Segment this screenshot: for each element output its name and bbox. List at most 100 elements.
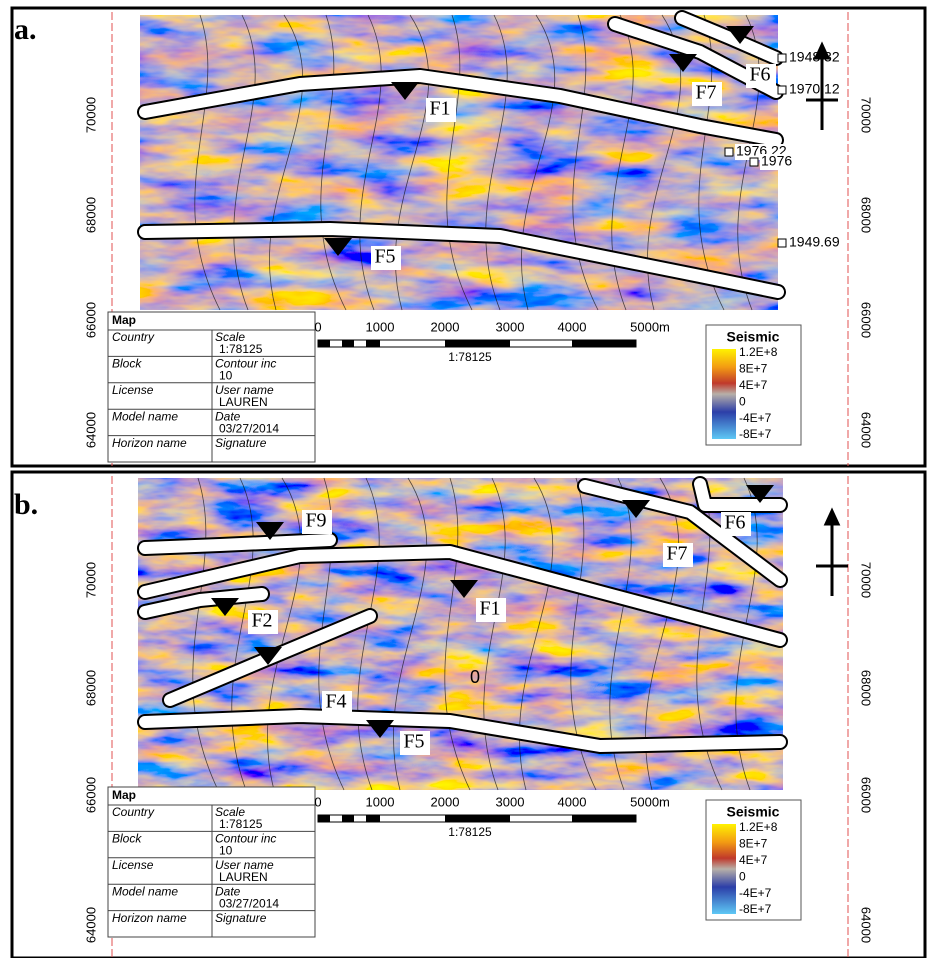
map-table-header: Map xyxy=(112,313,136,327)
table-key: License xyxy=(112,383,154,397)
fault-label: F5 xyxy=(374,246,395,268)
y-axis-label: 64000 xyxy=(83,907,98,943)
table-key: Block xyxy=(112,357,142,371)
scale-bar-segment xyxy=(366,815,380,822)
color-bar xyxy=(712,349,736,439)
scale-bar-segment xyxy=(342,340,354,347)
panel-label: b. xyxy=(14,488,38,521)
well-marker xyxy=(778,239,786,247)
figure: F1F5F6F71948.321970.121976.2219761949.69… xyxy=(0,0,927,958)
scale-label: 3000 xyxy=(496,794,525,809)
panel-label: a. xyxy=(14,13,37,46)
y-axis-label: 66000 xyxy=(83,302,98,338)
legend-tick: -8E+7 xyxy=(739,902,772,916)
y-axis-label: 64000 xyxy=(83,412,98,448)
fault-label: F6 xyxy=(749,64,770,86)
scale-bar-segment xyxy=(318,815,330,822)
scale-label: 5000m xyxy=(630,794,670,809)
well-marker xyxy=(725,148,733,156)
y-axis-label: 64000 xyxy=(859,412,874,448)
legend-title: Seismic xyxy=(727,329,780,345)
scale-label: 0 xyxy=(314,319,321,334)
scale-bar-segment xyxy=(572,815,636,822)
well-label: 1949.69 xyxy=(789,234,840,250)
legend-tick: 8E+7 xyxy=(739,362,768,376)
table-value: 03/27/2014 xyxy=(219,421,279,435)
legend-tick: -4E+7 xyxy=(739,886,772,900)
scale-label: 4000 xyxy=(558,794,587,809)
scale-ratio: 1:78125 xyxy=(448,825,492,839)
table-key: Country xyxy=(112,330,155,344)
y-axis-label: 70000 xyxy=(83,97,98,133)
table-field: Signature xyxy=(215,436,267,450)
scale-label: 1000 xyxy=(366,319,395,334)
legend-tick: 8E+7 xyxy=(739,837,768,851)
table-key: Model name xyxy=(112,884,178,898)
legend-tick: 1.2E+8 xyxy=(739,820,778,834)
table-value: 10 xyxy=(219,369,233,383)
table-key: Country xyxy=(112,805,155,819)
fault-label: F9 xyxy=(305,510,326,532)
color-bar xyxy=(712,824,736,914)
table-value: 1:78125 xyxy=(219,342,263,356)
well-marker xyxy=(778,86,786,94)
scale-bar-segment xyxy=(445,340,510,347)
table-key: Block xyxy=(112,832,142,846)
well-marker xyxy=(778,54,786,62)
scale-bar-segment xyxy=(366,340,380,347)
table-key: Horizon name xyxy=(112,911,187,925)
scale-label: 0 xyxy=(314,794,321,809)
well-label: 1976 xyxy=(761,153,792,169)
page: {"panels": [ {"label": "a.", "faults": [… xyxy=(0,0,927,958)
table-field: Signature xyxy=(215,911,267,925)
table-value: 1:78125 xyxy=(219,817,263,831)
legend-tick: -8E+7 xyxy=(739,427,772,441)
map-table-header: Map xyxy=(112,788,136,802)
well-marker xyxy=(750,158,758,166)
fault-label: F7 xyxy=(666,543,687,565)
scale-ratio: 1:78125 xyxy=(448,350,492,364)
table-value: LAUREN xyxy=(219,395,268,409)
scale-label: 1000 xyxy=(366,794,395,809)
legend-tick: 4E+7 xyxy=(739,853,768,867)
y-axis-label: 68000 xyxy=(83,670,98,706)
fault xyxy=(145,540,330,548)
fault-label: F6 xyxy=(724,512,745,534)
y-axis-label: 64000 xyxy=(859,907,874,943)
y-axis-label: 66000 xyxy=(859,302,874,338)
scale-bar-segment xyxy=(445,815,510,822)
scale-label: 5000m xyxy=(630,319,670,334)
scale-label: 3000 xyxy=(496,319,525,334)
y-axis-label: 66000 xyxy=(83,777,98,813)
well-label: 1948.32 xyxy=(789,49,840,65)
scale-bar-segment xyxy=(572,340,636,347)
legend-tick: 1.2E+8 xyxy=(739,345,778,359)
legend-tick: 4E+7 xyxy=(739,378,768,392)
y-axis-label: 70000 xyxy=(859,97,874,133)
scale-bar-segment xyxy=(318,340,330,347)
table-key: Model name xyxy=(112,409,178,423)
panel: F9F2F4F1F5F6F70b.70000680006600064000700… xyxy=(12,472,925,958)
legend-title: Seismic xyxy=(727,804,780,820)
contour-label: 0 xyxy=(470,667,480,687)
y-axis-label: 70000 xyxy=(83,562,98,598)
panel: F1F5F6F71948.321970.121976.2219761949.69… xyxy=(12,8,925,466)
fault-label: F1 xyxy=(479,598,500,620)
scale-label: 2000 xyxy=(431,794,460,809)
table-key: License xyxy=(112,858,154,872)
y-axis-label: 70000 xyxy=(859,562,874,598)
legend-tick: 0 xyxy=(739,869,746,883)
table-value: 03/27/2014 xyxy=(219,896,279,910)
y-axis-label: 68000 xyxy=(859,197,874,233)
scale-label: 2000 xyxy=(431,319,460,334)
table-key: Horizon name xyxy=(112,436,187,450)
well-label: 1970.12 xyxy=(789,81,840,97)
table-value: LAUREN xyxy=(219,870,268,884)
fault-label: F5 xyxy=(403,731,424,753)
scale-bar-segment xyxy=(342,815,354,822)
y-axis-label: 66000 xyxy=(859,777,874,813)
fault-label: F1 xyxy=(429,98,450,120)
fault-label: F4 xyxy=(325,691,346,713)
y-axis-label: 68000 xyxy=(859,670,874,706)
legend-tick: 0 xyxy=(739,394,746,408)
